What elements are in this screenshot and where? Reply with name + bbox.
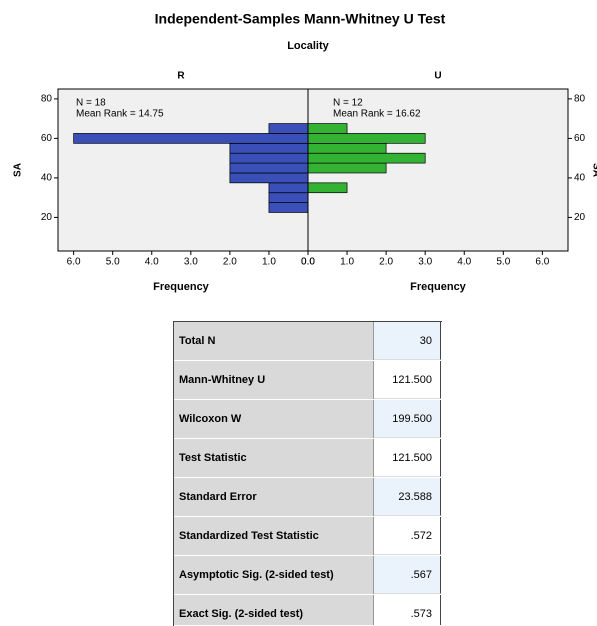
row-label: Asymptotic Sig. (2-sided test): [173, 556, 374, 594]
row-value: .567: [374, 556, 441, 594]
table-row: Standardized Test Statistic .572: [173, 517, 442, 556]
bar: [268, 202, 309, 213]
y-tick-label: 20: [574, 212, 586, 223]
x-axis-label: Frequency: [153, 281, 210, 293]
chart: Independent-Samples Mann-Whitney U Test …: [13, 11, 597, 293]
table-row: Standard Error 23.588: [173, 478, 442, 517]
table-row: Test Statistic 121.500: [173, 439, 442, 478]
table-row: Exact Sig. (2-sided test) .573: [173, 595, 442, 625]
x-tick-label: 0.0: [301, 257, 315, 268]
y-tick-label: 40: [574, 173, 586, 184]
bar: [268, 192, 309, 203]
x-axis-label: Frequency: [410, 281, 467, 293]
row-label: Total N: [173, 322, 374, 360]
bar: [307, 162, 387, 174]
y-axis-label: SA: [13, 163, 24, 177]
row-label: Standard Error: [173, 478, 374, 516]
row-label: Test Statistic: [173, 439, 374, 477]
annotation: N = 12: [333, 98, 363, 109]
row-label: Standardized Test Statistic: [173, 517, 374, 555]
y-tick-label: 80: [574, 94, 586, 105]
chart-title: Independent-Samples Mann-Whitney U Test: [155, 11, 446, 27]
row-value: 199.500: [374, 400, 441, 438]
row-value: .573: [374, 595, 441, 625]
row-value: 121.500: [374, 439, 441, 477]
x-tick-label: 0.0: [301, 257, 315, 268]
y-tick-label: 80: [41, 94, 53, 105]
x-tick-label: 2.0: [379, 257, 393, 268]
x-tick-label: 4.0: [145, 257, 159, 268]
table-row: Asymptotic Sig. (2-sided test) .567: [173, 556, 442, 595]
row-value: 23.588: [374, 478, 441, 516]
bar: [73, 133, 309, 144]
row-value: 121.500: [374, 361, 441, 399]
chart-subtitle: Locality: [287, 40, 329, 52]
y-tick-label: 60: [574, 133, 586, 144]
row-value: .572: [374, 517, 441, 555]
bar: [229, 172, 309, 184]
bar: [268, 182, 309, 194]
bar: [307, 182, 348, 194]
x-tick-label: 2.0: [223, 257, 237, 268]
y-axis-label: SA: [590, 163, 597, 177]
table-row: Total N 30: [173, 322, 442, 361]
bar: [307, 133, 426, 144]
table-row: Mann-Whitney U 121.500: [173, 361, 442, 400]
row-label: Wilcoxon W: [173, 400, 374, 438]
x-tick-label: 3.0: [184, 257, 198, 268]
row-value: 30: [374, 322, 441, 360]
bar: [268, 123, 309, 134]
x-tick-label: 1.0: [340, 257, 354, 268]
x-tick-label: 6.0: [67, 257, 81, 268]
bar: [307, 142, 387, 154]
y-tick-label: 60: [41, 133, 53, 144]
row-label: Mann-Whitney U: [173, 361, 374, 399]
bar: [229, 142, 309, 154]
annotation: N = 18: [76, 98, 106, 109]
bar: [307, 123, 348, 134]
row-label: Exact Sig. (2-sided test): [173, 595, 374, 625]
panel-label: U: [434, 71, 441, 82]
y-tick-label: 40: [41, 173, 53, 184]
annotation: Mean Rank = 14.75: [76, 109, 164, 120]
table-row: Wilcoxon W 199.500: [173, 400, 442, 439]
bar: [229, 162, 309, 174]
x-tick-label: 1.0: [262, 257, 276, 268]
x-tick-label: 4.0: [457, 257, 471, 268]
x-tick-label: 5.0: [496, 257, 510, 268]
bar: [307, 152, 426, 164]
y-tick-label: 20: [41, 212, 53, 223]
x-tick-label: 5.0: [106, 257, 120, 268]
bar: [229, 152, 309, 164]
panel-label: R: [177, 71, 185, 82]
annotation: Mean Rank = 16.62: [333, 109, 421, 120]
x-tick-label: 6.0: [535, 257, 549, 268]
x-tick-label: 3.0: [418, 257, 432, 268]
stats-table: Total N 30 Mann-Whitney U 121.500 Wilcoxon W…: [173, 322, 442, 625]
